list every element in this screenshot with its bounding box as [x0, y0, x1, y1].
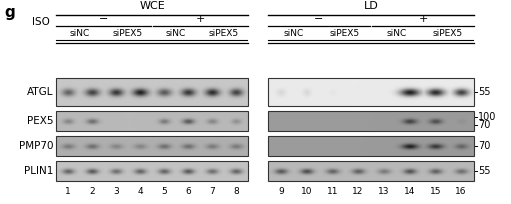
Text: 11: 11 [327, 187, 338, 196]
Text: +: + [196, 14, 205, 24]
Text: siNC: siNC [166, 29, 185, 38]
Text: siNC: siNC [69, 29, 89, 38]
Text: 3: 3 [113, 187, 119, 196]
Text: 5: 5 [161, 187, 167, 196]
Text: siNC: siNC [386, 29, 406, 38]
Text: 55: 55 [478, 166, 491, 176]
Text: 14: 14 [404, 187, 415, 196]
Bar [268, 161, 474, 181]
Text: LD: LD [364, 1, 378, 11]
Text: siPEX5: siPEX5 [112, 29, 143, 38]
Text: 16: 16 [455, 187, 467, 196]
Text: WCE: WCE [139, 1, 165, 11]
Text: 4: 4 [137, 187, 143, 196]
Text: 55: 55 [478, 87, 491, 97]
Text: g: g [4, 5, 15, 20]
Bar [56, 111, 248, 131]
Bar [268, 136, 474, 156]
Text: 70: 70 [478, 120, 491, 130]
Bar [268, 78, 474, 106]
Text: 8: 8 [233, 187, 239, 196]
Bar [56, 161, 248, 181]
Text: 13: 13 [378, 187, 389, 196]
Text: 15: 15 [430, 187, 441, 196]
Bar [268, 111, 474, 131]
Text: 10: 10 [301, 187, 312, 196]
Text: ATGL: ATGL [27, 87, 53, 97]
Text: siNC: siNC [283, 29, 304, 38]
Text: 2: 2 [89, 187, 95, 196]
Text: siPEX5: siPEX5 [433, 29, 463, 38]
Text: 6: 6 [185, 187, 191, 196]
Text: −: − [314, 14, 323, 24]
Text: 70: 70 [478, 141, 491, 151]
Text: PLIN1: PLIN1 [24, 166, 53, 176]
Text: −: − [99, 14, 108, 24]
Text: 9: 9 [278, 187, 284, 196]
Bar [56, 136, 248, 156]
Text: PEX5: PEX5 [27, 116, 53, 126]
Text: ISO: ISO [32, 17, 50, 27]
Text: 100: 100 [478, 112, 496, 122]
Text: PMP70: PMP70 [18, 141, 53, 151]
Text: siPEX5: siPEX5 [208, 29, 239, 38]
Bar [56, 78, 248, 106]
Text: +: + [419, 14, 428, 24]
Text: 1: 1 [65, 187, 71, 196]
Text: 12: 12 [353, 187, 364, 196]
Text: 7: 7 [209, 187, 215, 196]
Text: siPEX5: siPEX5 [330, 29, 360, 38]
